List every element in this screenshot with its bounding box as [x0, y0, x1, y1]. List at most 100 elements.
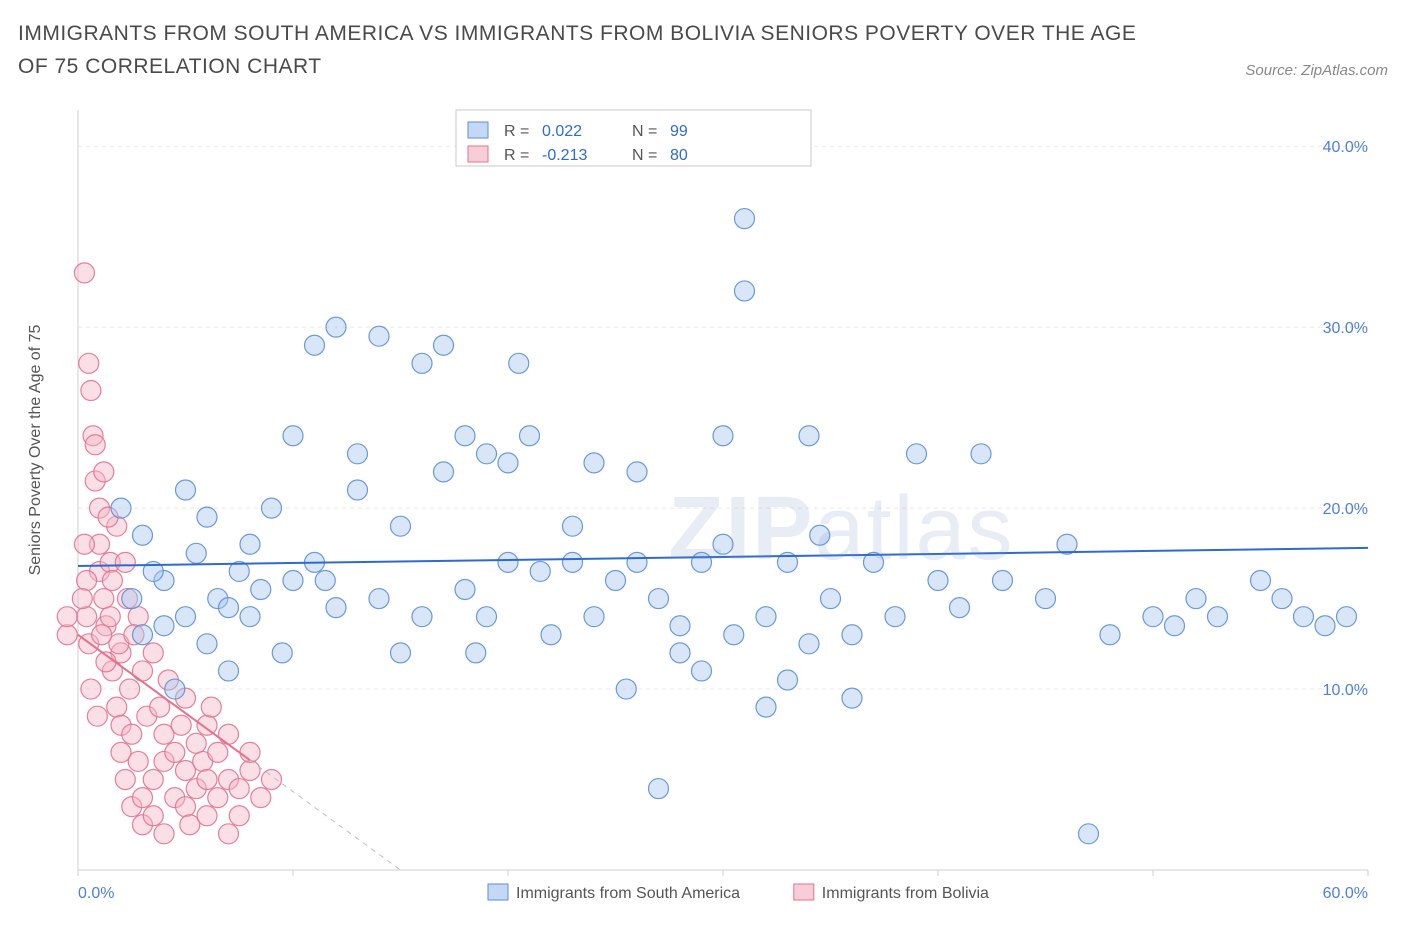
data-point — [756, 697, 776, 717]
data-point — [240, 534, 260, 554]
data-point — [520, 426, 540, 446]
data-point — [799, 426, 819, 446]
data-point — [928, 570, 948, 590]
data-point — [455, 580, 475, 600]
svg-text:30.0%: 30.0% — [1323, 320, 1368, 337]
data-point — [756, 607, 776, 627]
data-point — [1165, 616, 1185, 636]
data-point — [100, 607, 120, 627]
data-point — [128, 751, 148, 771]
data-point — [208, 742, 228, 762]
svg-text:10.0%: 10.0% — [1323, 682, 1368, 699]
data-point — [219, 598, 239, 618]
legend-text: R = — [504, 147, 529, 164]
data-point — [563, 516, 583, 536]
data-point — [197, 806, 217, 826]
data-point — [1036, 589, 1056, 609]
data-point — [219, 824, 239, 844]
data-point — [907, 444, 927, 464]
data-point — [842, 625, 862, 645]
data-point — [197, 634, 217, 654]
data-point — [186, 733, 206, 753]
data-point — [466, 643, 486, 663]
data-point — [107, 697, 127, 717]
data-point — [315, 570, 335, 590]
data-point — [133, 525, 153, 545]
data-point — [186, 543, 206, 563]
data-point — [57, 607, 77, 627]
data-point — [94, 462, 114, 482]
data-point — [74, 263, 94, 283]
data-point — [133, 788, 153, 808]
data-point — [197, 715, 217, 735]
data-point — [1272, 589, 1292, 609]
data-point — [455, 426, 475, 446]
data-point — [85, 435, 105, 455]
data-point — [799, 634, 819, 654]
legend-swatch — [468, 122, 488, 138]
data-point — [509, 353, 529, 373]
data-point — [993, 570, 1013, 590]
data-point — [283, 426, 303, 446]
data-point — [283, 570, 303, 590]
data-point — [81, 380, 101, 400]
legend-text: N = — [632, 147, 657, 164]
data-point — [229, 806, 249, 826]
data-point — [79, 353, 99, 373]
data-point — [176, 797, 196, 817]
data-point — [122, 589, 142, 609]
legend-text: N = — [632, 123, 657, 140]
data-point — [219, 724, 239, 744]
legend-text: -0.213 — [542, 147, 587, 164]
data-point — [120, 679, 140, 699]
data-point — [171, 715, 191, 735]
data-point — [128, 607, 148, 627]
legend-swatch — [468, 146, 488, 162]
data-point — [616, 679, 636, 699]
svg-text:60.0%: 60.0% — [1323, 885, 1368, 902]
data-point — [713, 534, 733, 554]
data-point — [251, 580, 271, 600]
data-point — [391, 643, 411, 663]
data-point — [201, 697, 221, 717]
bottom-legend-label: Immigrants from South America — [516, 885, 740, 902]
source-label: Source: — [1245, 62, 1297, 79]
data-point — [94, 589, 114, 609]
data-point — [262, 498, 282, 518]
data-point — [143, 643, 163, 663]
data-point — [77, 570, 97, 590]
data-point — [1315, 616, 1335, 636]
data-point — [176, 607, 196, 627]
legend-text: 0.022 — [542, 123, 582, 140]
source-name: ZipAtlas.com — [1301, 62, 1388, 79]
data-point — [649, 589, 669, 609]
data-point — [584, 453, 604, 473]
legend-text: 99 — [670, 123, 688, 140]
data-point — [1143, 607, 1163, 627]
data-point — [412, 607, 432, 627]
data-point — [971, 444, 991, 464]
data-point — [692, 552, 712, 572]
data-point — [154, 616, 174, 636]
data-point — [348, 480, 368, 500]
data-point — [115, 770, 135, 790]
data-point — [348, 444, 368, 464]
legend-text: 80 — [670, 147, 688, 164]
data-point — [530, 561, 550, 581]
data-point — [810, 525, 830, 545]
data-point — [369, 589, 389, 609]
data-point — [165, 742, 185, 762]
data-point — [176, 480, 196, 500]
data-point — [477, 607, 497, 627]
data-point — [262, 770, 282, 790]
data-point — [133, 661, 153, 681]
data-point — [81, 679, 101, 699]
data-point — [92, 625, 112, 645]
data-point — [477, 444, 497, 464]
data-point — [713, 426, 733, 446]
data-point — [735, 209, 755, 229]
bottom-legend-label: Immigrants from Bolivia — [822, 885, 989, 902]
data-point — [498, 453, 518, 473]
bottom-legend-swatch — [794, 884, 814, 900]
bottom-legend-swatch — [488, 884, 508, 900]
